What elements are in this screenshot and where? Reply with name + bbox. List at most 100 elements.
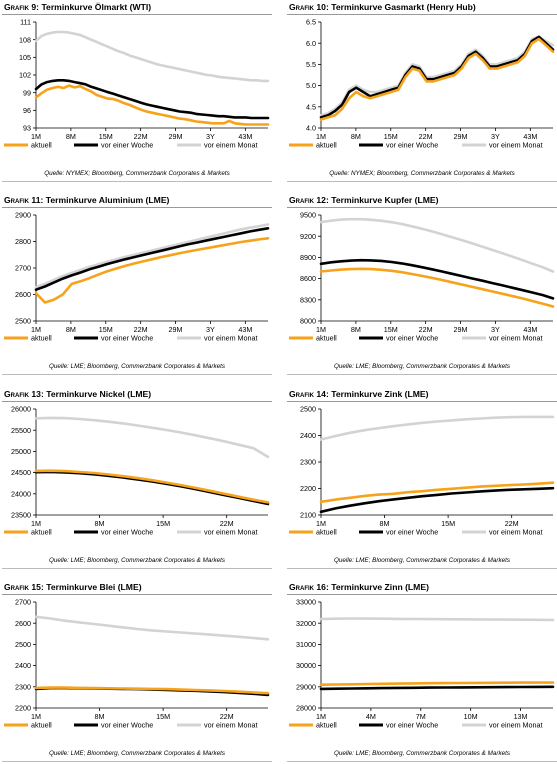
x-tick-label: 10M [464,712,478,721]
x-tick-label: 1M [316,712,326,721]
series-line-monat [34,416,270,459]
chart-svg: 2100 2200 2300 2400 2500 1M 8M 15M 22M aktuell vor… [289,405,555,537]
y-tick-label: 102 [19,71,31,80]
chart-title: Grafik 11: Terminkurve Aluminium (LME) [4,195,169,205]
chart-source: Quelle: LME; Bloomberg, Commerzbank Corp… [48,363,226,370]
series-line-woche [34,79,270,120]
y-tick-label: 2200 [15,704,31,713]
y-tick-label: 2900 [15,211,31,220]
chart-title-text: Terminkurve Blei (LME) [46,582,142,592]
legend-label-monat: vor einem Monat [489,721,543,730]
x-tick-label: 8M [95,712,105,721]
source-rule [2,761,272,762]
x-tick-label: 8M [95,519,105,528]
y-tick-label: 26000 [11,405,31,414]
chart-label-prefix: Grafik 12: [289,195,329,205]
series-line-woche [319,35,555,119]
chart-svg: 4.0 4.5 5.0 5.5 6.0 6.5 1M 8M 15M 22M 29M 3Y 43M aktu… [289,18,555,150]
x-tick-label: 1M [31,132,41,141]
legend-label-woche: vor einer Woche [101,528,153,537]
x-tick-label: 13M [514,712,528,721]
legend-label-monat: vor einem Monat [204,141,258,150]
y-tick-label: 8300 [300,295,316,304]
y-tick-label: 24500 [11,468,31,477]
chart-title: Grafik 16: Terminkurve Zinn (LME) [289,582,429,592]
series-line-woche [319,486,555,514]
chart-panel-kupfer: Grafik 12: Terminkurve Kupfer (LME) 8000… [287,195,557,375]
y-tick-label: 28000 [296,704,316,713]
x-tick-label: 1M [316,325,326,334]
title-rule [2,207,272,208]
source-rule [287,568,557,569]
x-tick-label: 43M [523,132,537,141]
source-rule [287,181,557,182]
chart-title-text: Terminkurve Zinn (LME) [331,582,429,592]
title-rule [287,594,557,595]
series-line-aktuell [34,236,270,304]
series-line-monat [34,615,270,641]
chart-svg: 93 96 99 102 105 108 111 1M 8M 15M 22M 29M 3Y 43M aktu… [4,18,270,150]
series-line-aktuell [319,267,555,308]
x-tick-label: 22M [505,519,519,528]
x-tick-label: 8M [380,519,390,528]
title-rule [2,14,272,15]
y-tick-label: 33000 [296,598,316,607]
chart-title: Grafik 10: Terminkurve Gasmarkt (Henry H… [289,2,476,12]
x-tick-label: 29M [454,132,468,141]
x-tick-label: 1M [316,519,326,528]
x-tick-label: 43M [238,325,252,334]
y-tick-label: 2200 [300,484,316,493]
chart-panel-zink: Grafik 14: Terminkurve Zink (LME) 2100 22… [287,389,557,569]
chart-title: Grafik 14: Terminkurve Zink (LME) [289,389,428,399]
chart-title: Grafik 13: Terminkurve Nickel (LME) [4,389,151,399]
title-rule [2,401,272,402]
y-tick-label: 6.5 [306,18,316,27]
chart-svg: 2500 2600 2700 2800 2900 1M 8M 15M 22M 29M 3Y 43M ak… [4,211,270,343]
x-tick-label: 15M [99,132,113,141]
series-line-aktuell [34,469,270,504]
source-rule [2,374,272,375]
series-line-aktuell [319,681,555,686]
source-rule [2,181,272,182]
y-tick-label: 2400 [300,431,316,440]
legend-label-woche: vor einer Woche [386,721,438,730]
chart-title: Grafik 12: Terminkurve Kupfer (LME) [289,195,439,205]
chart-title-text: Terminkurve Zink (LME) [331,389,429,399]
x-tick-label: 3Y [491,325,500,334]
y-tick-label: 25500 [11,426,31,435]
chart-title-text: Terminkurve Ölmarkt (WTI) [41,2,152,12]
y-tick-label: 111 [20,18,31,27]
legend-label-woche: vor einer Woche [101,141,153,150]
y-tick-label: 2600 [15,290,31,299]
chart-source: Quelle: LME; Bloomberg, Commerzbank Corp… [48,750,226,757]
x-tick-label: 22M [134,325,148,334]
y-tick-label: 2800 [15,237,31,246]
chart-title-text: Terminkurve Gasmarkt (Henry Hub) [331,2,476,12]
legend-label-aktuell: aktuell [31,334,52,343]
legend-label-monat: vor einem Monat [204,528,258,537]
y-tick-label: 25000 [11,447,31,456]
title-rule [287,207,557,208]
series-line-monat [319,217,555,273]
x-tick-label: 3Y [491,132,500,141]
source-rule [2,568,272,569]
y-tick-label: 4.5 [306,102,316,111]
x-tick-label: 22M [419,132,433,141]
series-line-woche [319,258,555,300]
legend-label-aktuell: aktuell [316,528,337,537]
chart-label-prefix: Grafik 13: [4,389,44,399]
x-tick-label: 29M [169,132,183,141]
title-rule [2,594,272,595]
legend-label-aktuell: aktuell [316,334,337,343]
y-tick-label: 2400 [15,661,31,670]
y-tick-label: 4.0 [306,124,316,133]
chart-panel-oel: Grafik 9: Terminkurve Ölmarkt (WTI) 93 96… [2,2,272,182]
x-tick-label: 29M [454,325,468,334]
x-tick-label: 4M [366,712,376,721]
y-tick-label: 8900 [300,253,316,262]
chart-svg: 28000 29000 30000 31000 32000 33000 1M 4M 7M 10M 1… [289,598,555,730]
legend-label-aktuell: aktuell [31,528,52,537]
y-tick-label: 8600 [300,274,316,283]
x-tick-label: 29M [169,325,183,334]
y-tick-label: 5.5 [306,60,316,69]
